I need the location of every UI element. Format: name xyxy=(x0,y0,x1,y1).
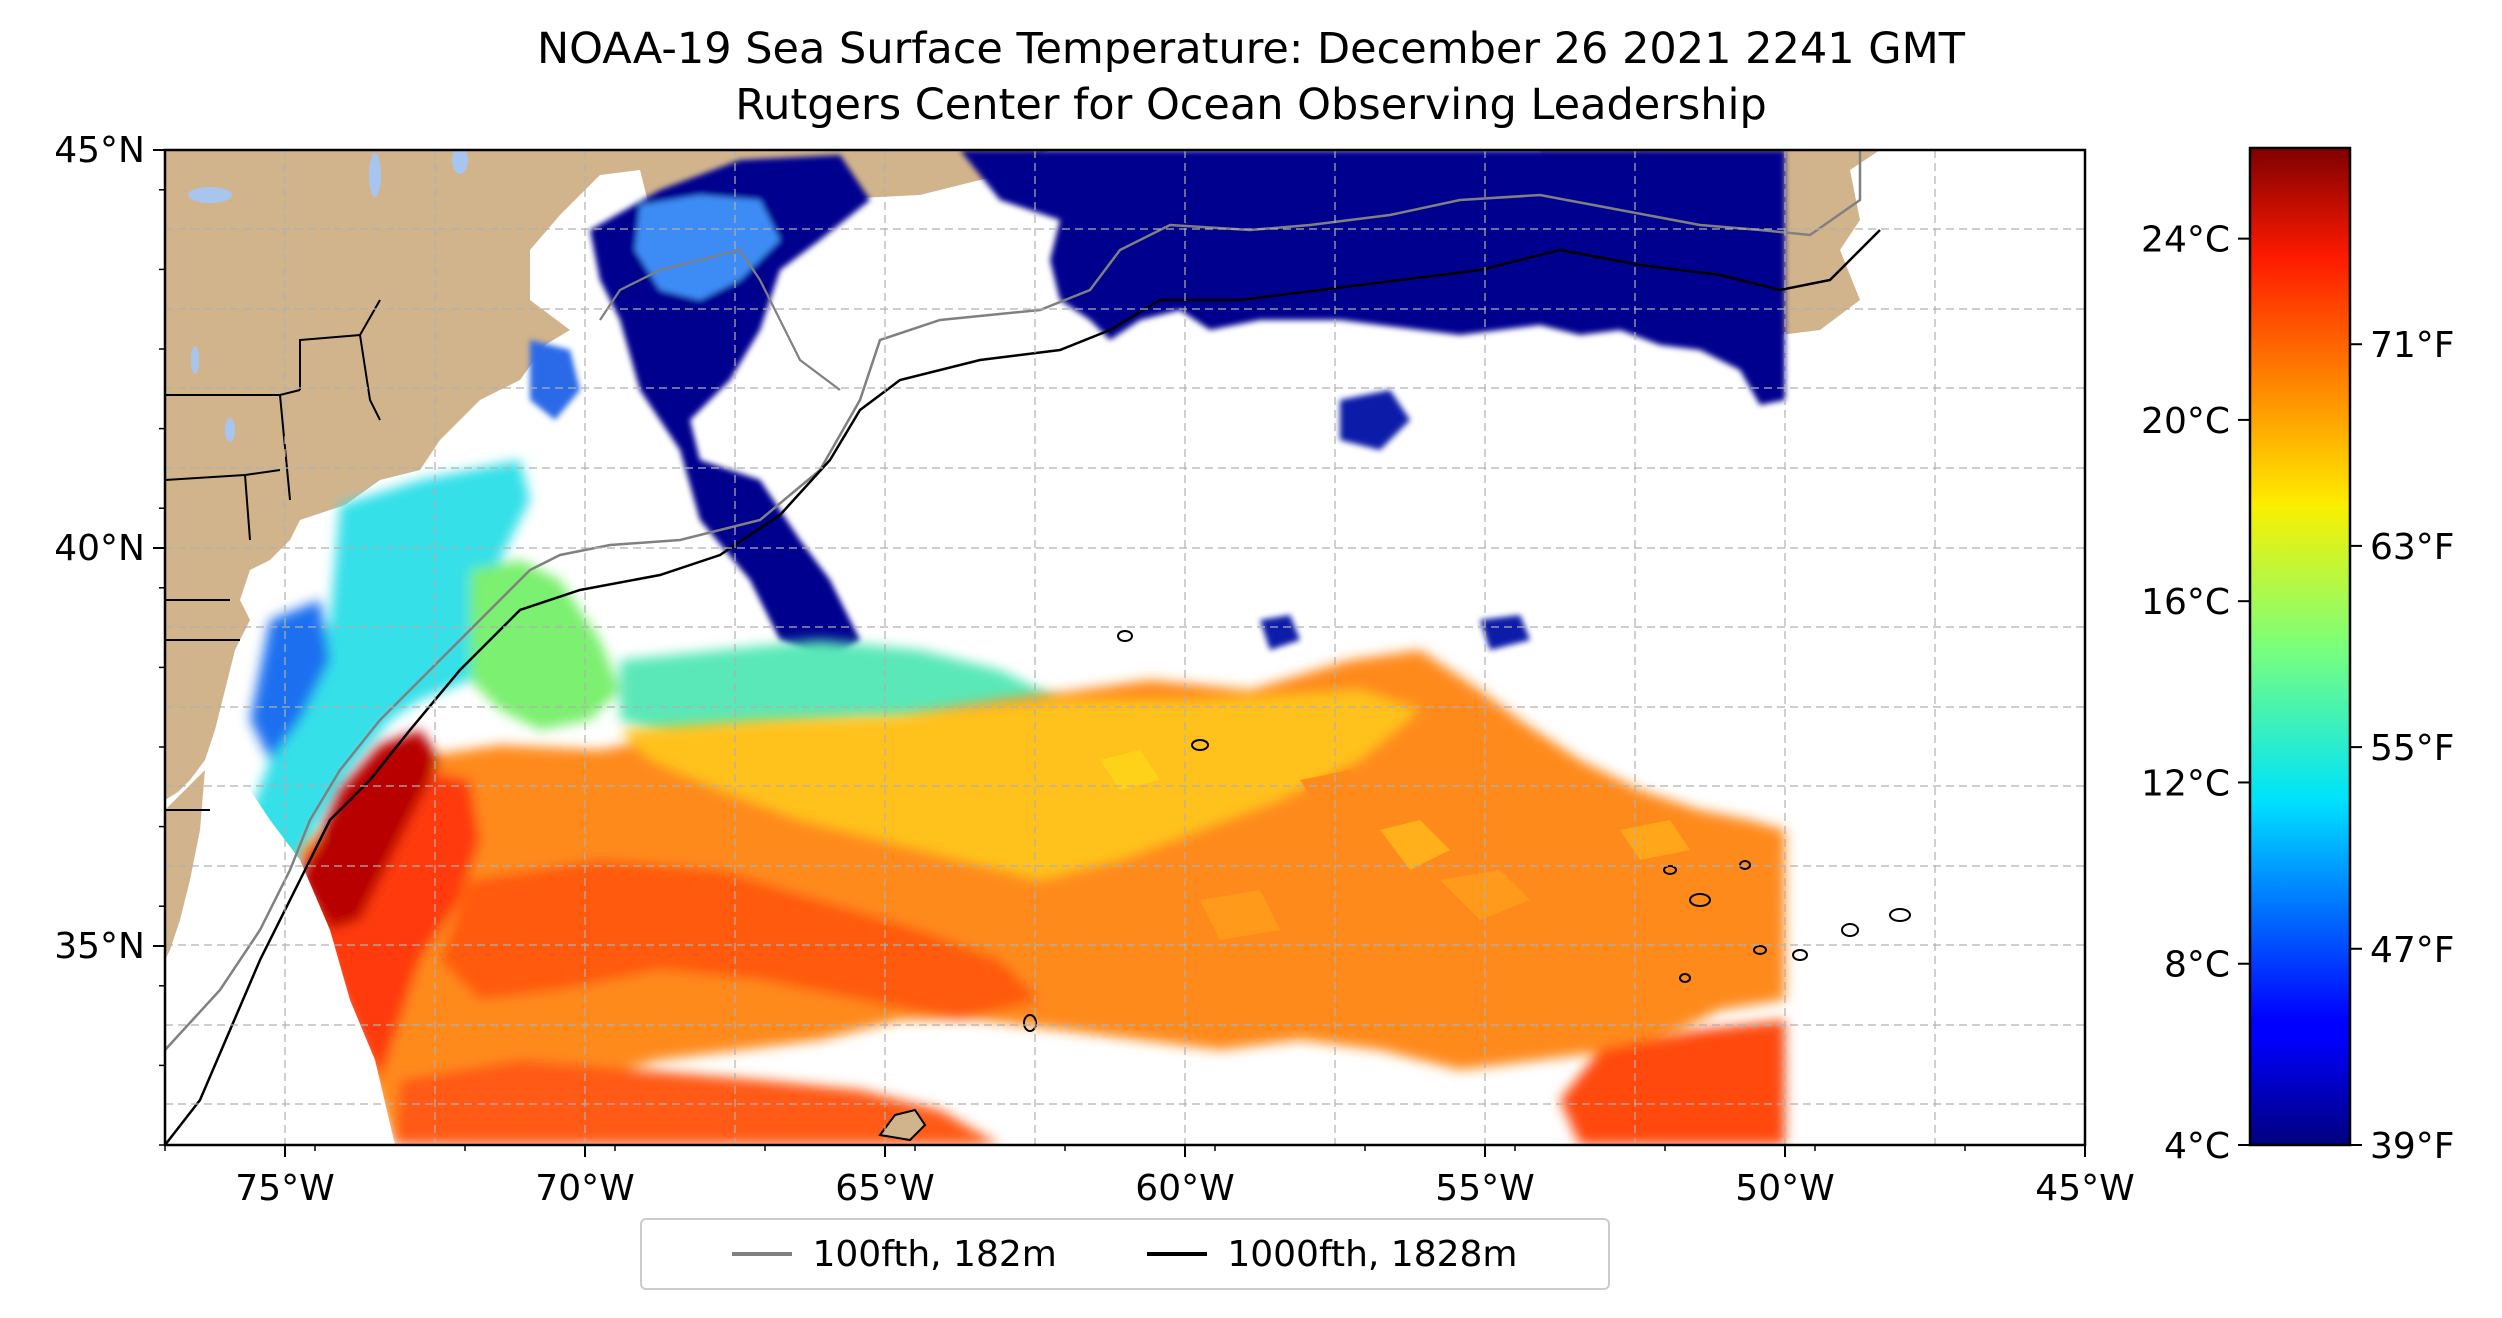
latitude-ticks: 45°N 40°N 35°N xyxy=(54,130,165,1146)
celsius-tick-label: 16°C xyxy=(2141,582,2230,623)
sst-cool-nantucket xyxy=(635,195,780,300)
sst-shelf-blue xyxy=(250,600,330,760)
celsius-tick-label: 8°C xyxy=(2164,945,2230,986)
lon-tick-label: 70°W xyxy=(535,1168,634,1209)
celsius-tick-label: 20°C xyxy=(2141,401,2230,442)
sst-shelf-new-jersey xyxy=(240,460,530,930)
contour-100fth-gulf xyxy=(599,248,841,391)
swath-gap xyxy=(225,760,395,1145)
sst-cold-patches xyxy=(1260,390,1530,650)
sst-warm-gulf-stream xyxy=(440,860,1040,1020)
fahrenheit-tick-label: 55°F xyxy=(2370,728,2455,769)
sst-fragments xyxy=(1100,750,1690,940)
lon-tick-label: 55°W xyxy=(1435,1168,1534,1209)
sst-warm-sargasso xyxy=(300,650,1785,1145)
gridlines xyxy=(165,150,2085,1145)
colorbar-celsius-ticks: 4°C 8°C 12°C 16°C 20°C 24°C xyxy=(2141,220,2250,1167)
bermuda xyxy=(878,1108,927,1142)
map-frame xyxy=(163,148,2087,1147)
sst-warm-southeast xyxy=(1560,1020,1785,1145)
legend-label: 1000fth, 1828m xyxy=(1227,1233,1518,1275)
legend: 100fth, 182m 1000fth, 1828m xyxy=(640,1218,1610,1290)
lon-tick-label: 75°W xyxy=(235,1168,334,1209)
contour-100fth xyxy=(165,150,1862,1051)
lon-tick-label: 45°W xyxy=(2035,1168,2134,1209)
lat-tick-label: 45°N xyxy=(54,130,145,171)
legend-swatch-black xyxy=(1147,1252,1208,1256)
lon-tick-label: 50°W xyxy=(1735,1168,1834,1209)
lake xyxy=(191,346,199,374)
fahrenheit-tick-label: 63°F xyxy=(2370,527,2455,568)
lake xyxy=(452,150,468,174)
legend-label: 100fth, 182m xyxy=(812,1233,1057,1275)
chart-title: NOAA-19 Sea Surface Temperature: Decembe… xyxy=(537,24,1965,74)
celsius-tick-label: 4°C xyxy=(2164,1126,2230,1167)
legend-entry-100fth: 100fth, 182m xyxy=(732,1233,1057,1275)
lake xyxy=(225,418,235,442)
lon-tick-label: 60°W xyxy=(1135,1168,1234,1209)
lat-tick-label: 35°N xyxy=(54,926,145,967)
legend-entry-1000fth: 1000fth, 1828m xyxy=(1147,1233,1518,1275)
fahrenheit-tick-label: 39°F xyxy=(2370,1126,2455,1167)
celsius-tick-label: 12°C xyxy=(2141,763,2230,804)
chart-subtitle: Rutgers Center for Ocean Observing Leade… xyxy=(735,80,1767,130)
state-borders xyxy=(165,299,381,811)
colorbar xyxy=(2248,146,2352,1147)
legend-swatch-gray xyxy=(732,1252,793,1256)
sst-warm-south xyxy=(395,1060,1000,1145)
lon-tick-label: 65°W xyxy=(835,1168,934,1209)
contour-1000fth xyxy=(165,229,1881,1145)
lake xyxy=(369,153,381,197)
sst-cold-scotian-shelf xyxy=(960,150,1785,405)
seamounts xyxy=(1023,630,1911,1032)
land-mass-south xyxy=(165,770,205,960)
celsius-tick-label: 24°C xyxy=(2141,220,2230,261)
sst-cool-maine-coast xyxy=(530,340,580,420)
land-mass xyxy=(165,150,1050,810)
fahrenheit-tick-label: 71°F xyxy=(2370,325,2455,366)
fahrenheit-tick-label: 47°F xyxy=(2370,930,2455,971)
longitude-ticks: 75°W 70°W 65°W 60°W 55°W 50°W 45°W xyxy=(164,1145,2135,1209)
sst-shelf-green xyxy=(470,560,620,730)
lat-tick-label: 40°N xyxy=(54,528,145,569)
sst-warm-yellow-band xyxy=(620,690,1420,880)
sst-hot-core xyxy=(300,730,440,930)
colorbar-fahrenheit-ticks: 39°F 47°F 55°F 63°F 71°F xyxy=(2350,325,2455,1167)
lake xyxy=(188,187,232,203)
